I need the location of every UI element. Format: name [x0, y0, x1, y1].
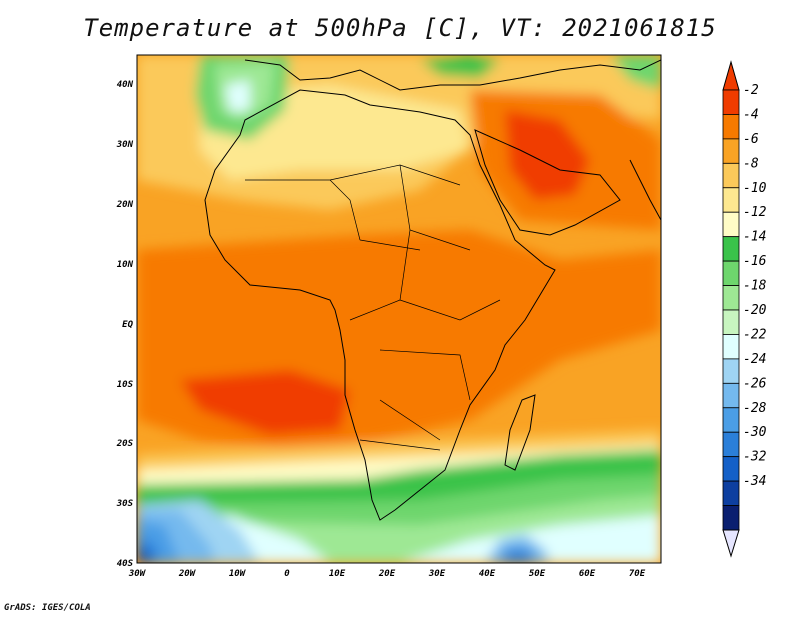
colorbar-swatch	[722, 211, 740, 238]
colorbar-label: -26	[743, 376, 767, 391]
colorbar-label: -6	[743, 132, 759, 147]
madagascar-coast	[504, 394, 536, 471]
temp-region-se-blue2	[498, 548, 535, 563]
lon-tick-label: 10W	[229, 569, 247, 579]
temp-region-south-palest	[400, 515, 661, 563]
colorbar-top-arrow	[722, 60, 740, 91]
lon-tick-label: 20E	[378, 569, 396, 579]
colorbar-label: -22	[743, 327, 767, 342]
lat-tick-label: 10N	[117, 260, 134, 270]
interior-borders	[245, 164, 501, 451]
colorbar: -2 -4 -6 -8 -10 -12 -14 -16 -18 -20 -22 -24 -26 -28 -3…	[722, 60, 767, 558]
colorbar-swatch	[722, 285, 740, 311]
colorbar-swatch	[722, 407, 740, 433]
temp-region-nw-cyan	[225, 80, 250, 112]
lat-tick-label: 40N	[117, 80, 134, 90]
colorbar-label: -10	[743, 181, 767, 196]
temp-region-n-green	[420, 55, 500, 78]
lon-tick-label: 30W	[128, 569, 147, 579]
india-coast	[629, 159, 661, 221]
temp-region-ne-green	[610, 55, 661, 90]
temp-region-sw-darkest	[137, 548, 150, 563]
lon-tick-label: 50E	[529, 569, 546, 579]
lat-tick-label: 20N	[116, 200, 134, 210]
lon-tick-label: 20W	[178, 569, 197, 579]
credit-text: GrADS: IGES/COLA	[4, 603, 91, 613]
lat-tick-label: 10S	[117, 380, 134, 390]
colorbar-swatch	[722, 431, 740, 458]
africa-coastline	[204, 89, 556, 521]
colorbar-swatch	[722, 382, 740, 409]
colorbar-label: -20	[743, 303, 767, 318]
colorbar-swatch	[722, 260, 740, 286]
colorbar-swatch	[722, 187, 740, 213]
lat-tick-label: EQ	[122, 320, 133, 330]
lon-tick-label: 0	[284, 569, 290, 579]
coastlines	[204, 59, 661, 521]
colorbar-bottom-arrow	[722, 529, 740, 558]
chart-title: Temperature at 500hPa [C], VT: 202106181…	[83, 14, 717, 42]
colorbar-swatch	[722, 138, 740, 164]
europe-coast	[244, 59, 661, 91]
temp-region-atlantic-hottest	[180, 370, 350, 435]
colorbar-swatch	[722, 505, 740, 531]
colorbar-swatch	[722, 114, 740, 140]
temp-region-gulf-hottest	[505, 110, 590, 200]
map-frame	[136, 54, 662, 564]
lon-tick-label: 40E	[479, 569, 496, 579]
lon-tick-label: 60E	[579, 569, 596, 579]
colorbar-label: -18	[743, 279, 767, 294]
colorbar-swatch	[722, 334, 740, 360]
lat-tick-label: 40S	[117, 559, 134, 569]
colorbar-swatch	[722, 309, 740, 335]
colorbar-label: -30	[743, 425, 767, 440]
colorbar-swatch	[722, 236, 740, 262]
colorbar-label: -16	[743, 254, 767, 269]
temperature-field	[137, 55, 661, 563]
colorbar-swatch	[722, 162, 740, 189]
lon-tick-label: 10E	[329, 569, 346, 579]
colorbar-label: -34	[743, 474, 766, 489]
colorbar-swatch	[722, 456, 740, 482]
lat-tick-label: 30S	[116, 499, 134, 509]
colorbar-swatch	[722, 89, 740, 115]
colorbar-label: -28	[743, 401, 767, 416]
colorbar-label: -14	[743, 230, 766, 245]
lat-tick-label: 20S	[116, 439, 134, 449]
colorbar-label: -32	[743, 450, 767, 465]
colorbar-swatch	[722, 480, 740, 506]
colorbar-label: -24	[743, 352, 766, 367]
lon-tick-label: 30E	[428, 569, 446, 579]
colorbar-label: -4	[743, 107, 759, 122]
lat-tick-label: 30N	[116, 140, 134, 150]
lon-tick-label: 70E	[629, 569, 646, 579]
colorbar-label: -12	[743, 205, 767, 220]
colorbar-swatch	[722, 358, 740, 384]
arabia-coast	[474, 129, 621, 236]
colorbar-label: -8	[743, 156, 759, 171]
colorbar-label: -2	[743, 83, 759, 98]
